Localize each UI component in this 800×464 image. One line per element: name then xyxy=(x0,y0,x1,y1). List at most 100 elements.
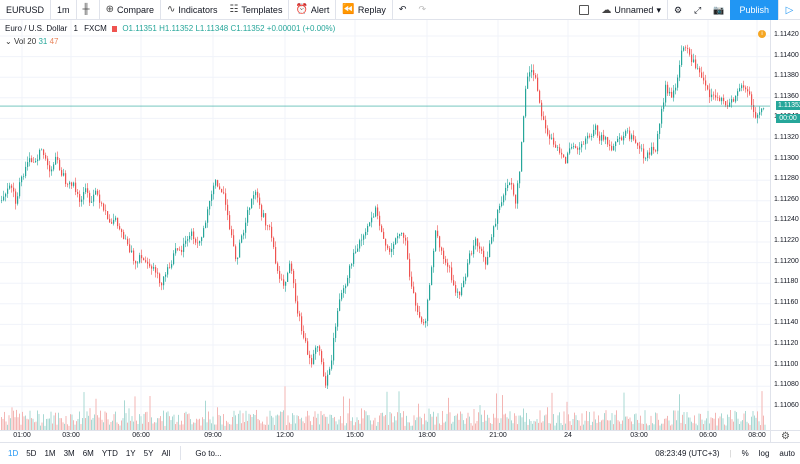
volume-bar xyxy=(55,412,56,430)
volume-bar xyxy=(319,424,320,430)
chart-style-button[interactable]: ╫ xyxy=(77,0,99,20)
undo-icon: ↶ xyxy=(398,4,407,14)
chart-settings-button[interactable]: ⚙ xyxy=(770,430,800,442)
log-toggle[interactable]: log xyxy=(758,449,770,458)
range-button[interactable]: 5D xyxy=(26,448,37,458)
layout-save-button[interactable]: ☁ Unnamed ▾ xyxy=(595,0,667,20)
ohlc-change: +0.00001 (+0.00%) xyxy=(266,24,336,33)
candle-body xyxy=(755,111,757,118)
candle-body xyxy=(43,149,45,156)
volume-bar xyxy=(409,422,410,430)
volume-bar xyxy=(113,414,115,430)
candle-body xyxy=(317,346,319,348)
volume-bar xyxy=(386,391,388,430)
candle-body xyxy=(465,276,467,281)
volume-bar xyxy=(358,420,359,430)
candle-body xyxy=(155,267,157,273)
volume-bar xyxy=(536,419,538,430)
volume-bar xyxy=(625,416,626,430)
select-layout-checkbox[interactable] xyxy=(579,5,590,15)
volume-bar xyxy=(539,410,541,430)
volume-bar xyxy=(19,413,20,430)
volume-bar xyxy=(511,420,512,430)
fullscreen-button[interactable]: ⤢ xyxy=(688,0,707,20)
range-button[interactable]: 1D xyxy=(8,448,19,458)
candle-body xyxy=(349,265,351,278)
candle-body xyxy=(45,155,47,159)
volume-bar xyxy=(196,418,197,430)
volume-bar xyxy=(302,421,304,430)
volume-bar xyxy=(668,420,670,430)
range-button[interactable]: 3M xyxy=(63,448,75,458)
volume-bar xyxy=(566,401,568,430)
volume-bar xyxy=(82,418,83,430)
undo-button[interactable]: ↶ xyxy=(393,0,413,20)
time-axis[interactable]: 01:00 03:00 06:00 09:00 12:00 15:00 18:00 21:00… xyxy=(0,430,770,442)
volume-bar xyxy=(94,414,95,430)
percent-toggle[interactable]: % xyxy=(741,449,749,458)
volume-bar xyxy=(359,423,361,430)
candle-body xyxy=(17,196,19,204)
templates-button[interactable]: ☷ Templates xyxy=(223,0,288,20)
candle-body xyxy=(741,85,743,89)
candle-body xyxy=(297,301,299,314)
candle-body xyxy=(611,145,613,151)
volume-bar xyxy=(361,408,362,430)
settings-button[interactable]: ⚙ xyxy=(668,0,688,20)
candle-body xyxy=(491,237,493,244)
redo-button[interactable]: ↷ xyxy=(412,0,432,20)
candle-body xyxy=(341,292,343,300)
volume-bar xyxy=(577,420,578,430)
volume-bar xyxy=(35,421,37,430)
replay-button[interactable]: ⏪ Replay xyxy=(336,0,391,20)
goto-button[interactable]: Go to... xyxy=(195,448,222,458)
volume-bar xyxy=(700,413,701,430)
range-button[interactable]: All xyxy=(161,448,171,458)
volume-bar xyxy=(559,412,560,430)
price-axis[interactable]: 1.114201.114001.113801.113601.113401.113… xyxy=(770,20,800,430)
volume-bar xyxy=(244,422,245,430)
symbol-search-button[interactable]: EURUSD xyxy=(6,4,45,15)
candle-body xyxy=(239,242,241,258)
volume-bar xyxy=(523,408,524,430)
price-chart[interactable] xyxy=(0,20,770,430)
interval-button[interactable]: 1m xyxy=(57,4,70,15)
candle-body xyxy=(55,156,57,165)
volume-bar xyxy=(349,398,350,430)
publish-button[interactable]: Publish xyxy=(730,0,778,20)
volume-bar xyxy=(253,413,254,430)
volume-bar xyxy=(364,410,365,430)
volume-bar xyxy=(169,416,170,430)
play-button[interactable]: ▷ xyxy=(778,0,800,20)
series-legend[interactable]: Euro / U.S. Dollar 1 FXCM O1.11351 H1.11… xyxy=(5,24,335,33)
candle-body xyxy=(117,217,119,227)
volume-bar xyxy=(512,423,514,430)
ohlc-high: H1.11352 xyxy=(159,24,194,33)
range-button[interactable]: 1Y xyxy=(125,448,136,458)
volume-bar xyxy=(583,424,584,430)
time-tick-label: 21:00 xyxy=(489,432,507,439)
volume-bar xyxy=(185,411,187,430)
ohlc-low: L1.11348 xyxy=(195,24,229,33)
candle-body xyxy=(421,317,423,323)
candle-body xyxy=(315,347,317,354)
info-icon[interactable]: i xyxy=(758,30,766,38)
alert-button[interactable]: ⏰ Alert xyxy=(289,0,335,20)
range-button[interactable]: 1M xyxy=(44,448,56,458)
volume-bar xyxy=(164,425,166,430)
indicators-button[interactable]: ∿ Indicators xyxy=(161,0,223,20)
volume-legend[interactable]: ⌄ Vol 20 31 47 xyxy=(5,37,58,46)
volume-bar xyxy=(656,413,658,430)
auto-toggle[interactable]: auto xyxy=(779,449,795,458)
volume-bar xyxy=(404,425,406,430)
candle-body xyxy=(763,108,765,109)
volume-bar xyxy=(295,423,296,430)
volume-bar xyxy=(148,422,149,430)
snapshot-button[interactable]: 📷 xyxy=(707,0,730,20)
range-button[interactable]: YTD xyxy=(101,448,118,458)
range-button[interactable]: 6M xyxy=(82,448,94,458)
volume-bar xyxy=(472,425,473,430)
range-button[interactable]: 5Y xyxy=(143,448,154,458)
timezone-clock[interactable]: 08:23:49 (UTC+3) xyxy=(655,449,720,458)
compare-button[interactable]: ⊕ Compare xyxy=(100,0,160,20)
